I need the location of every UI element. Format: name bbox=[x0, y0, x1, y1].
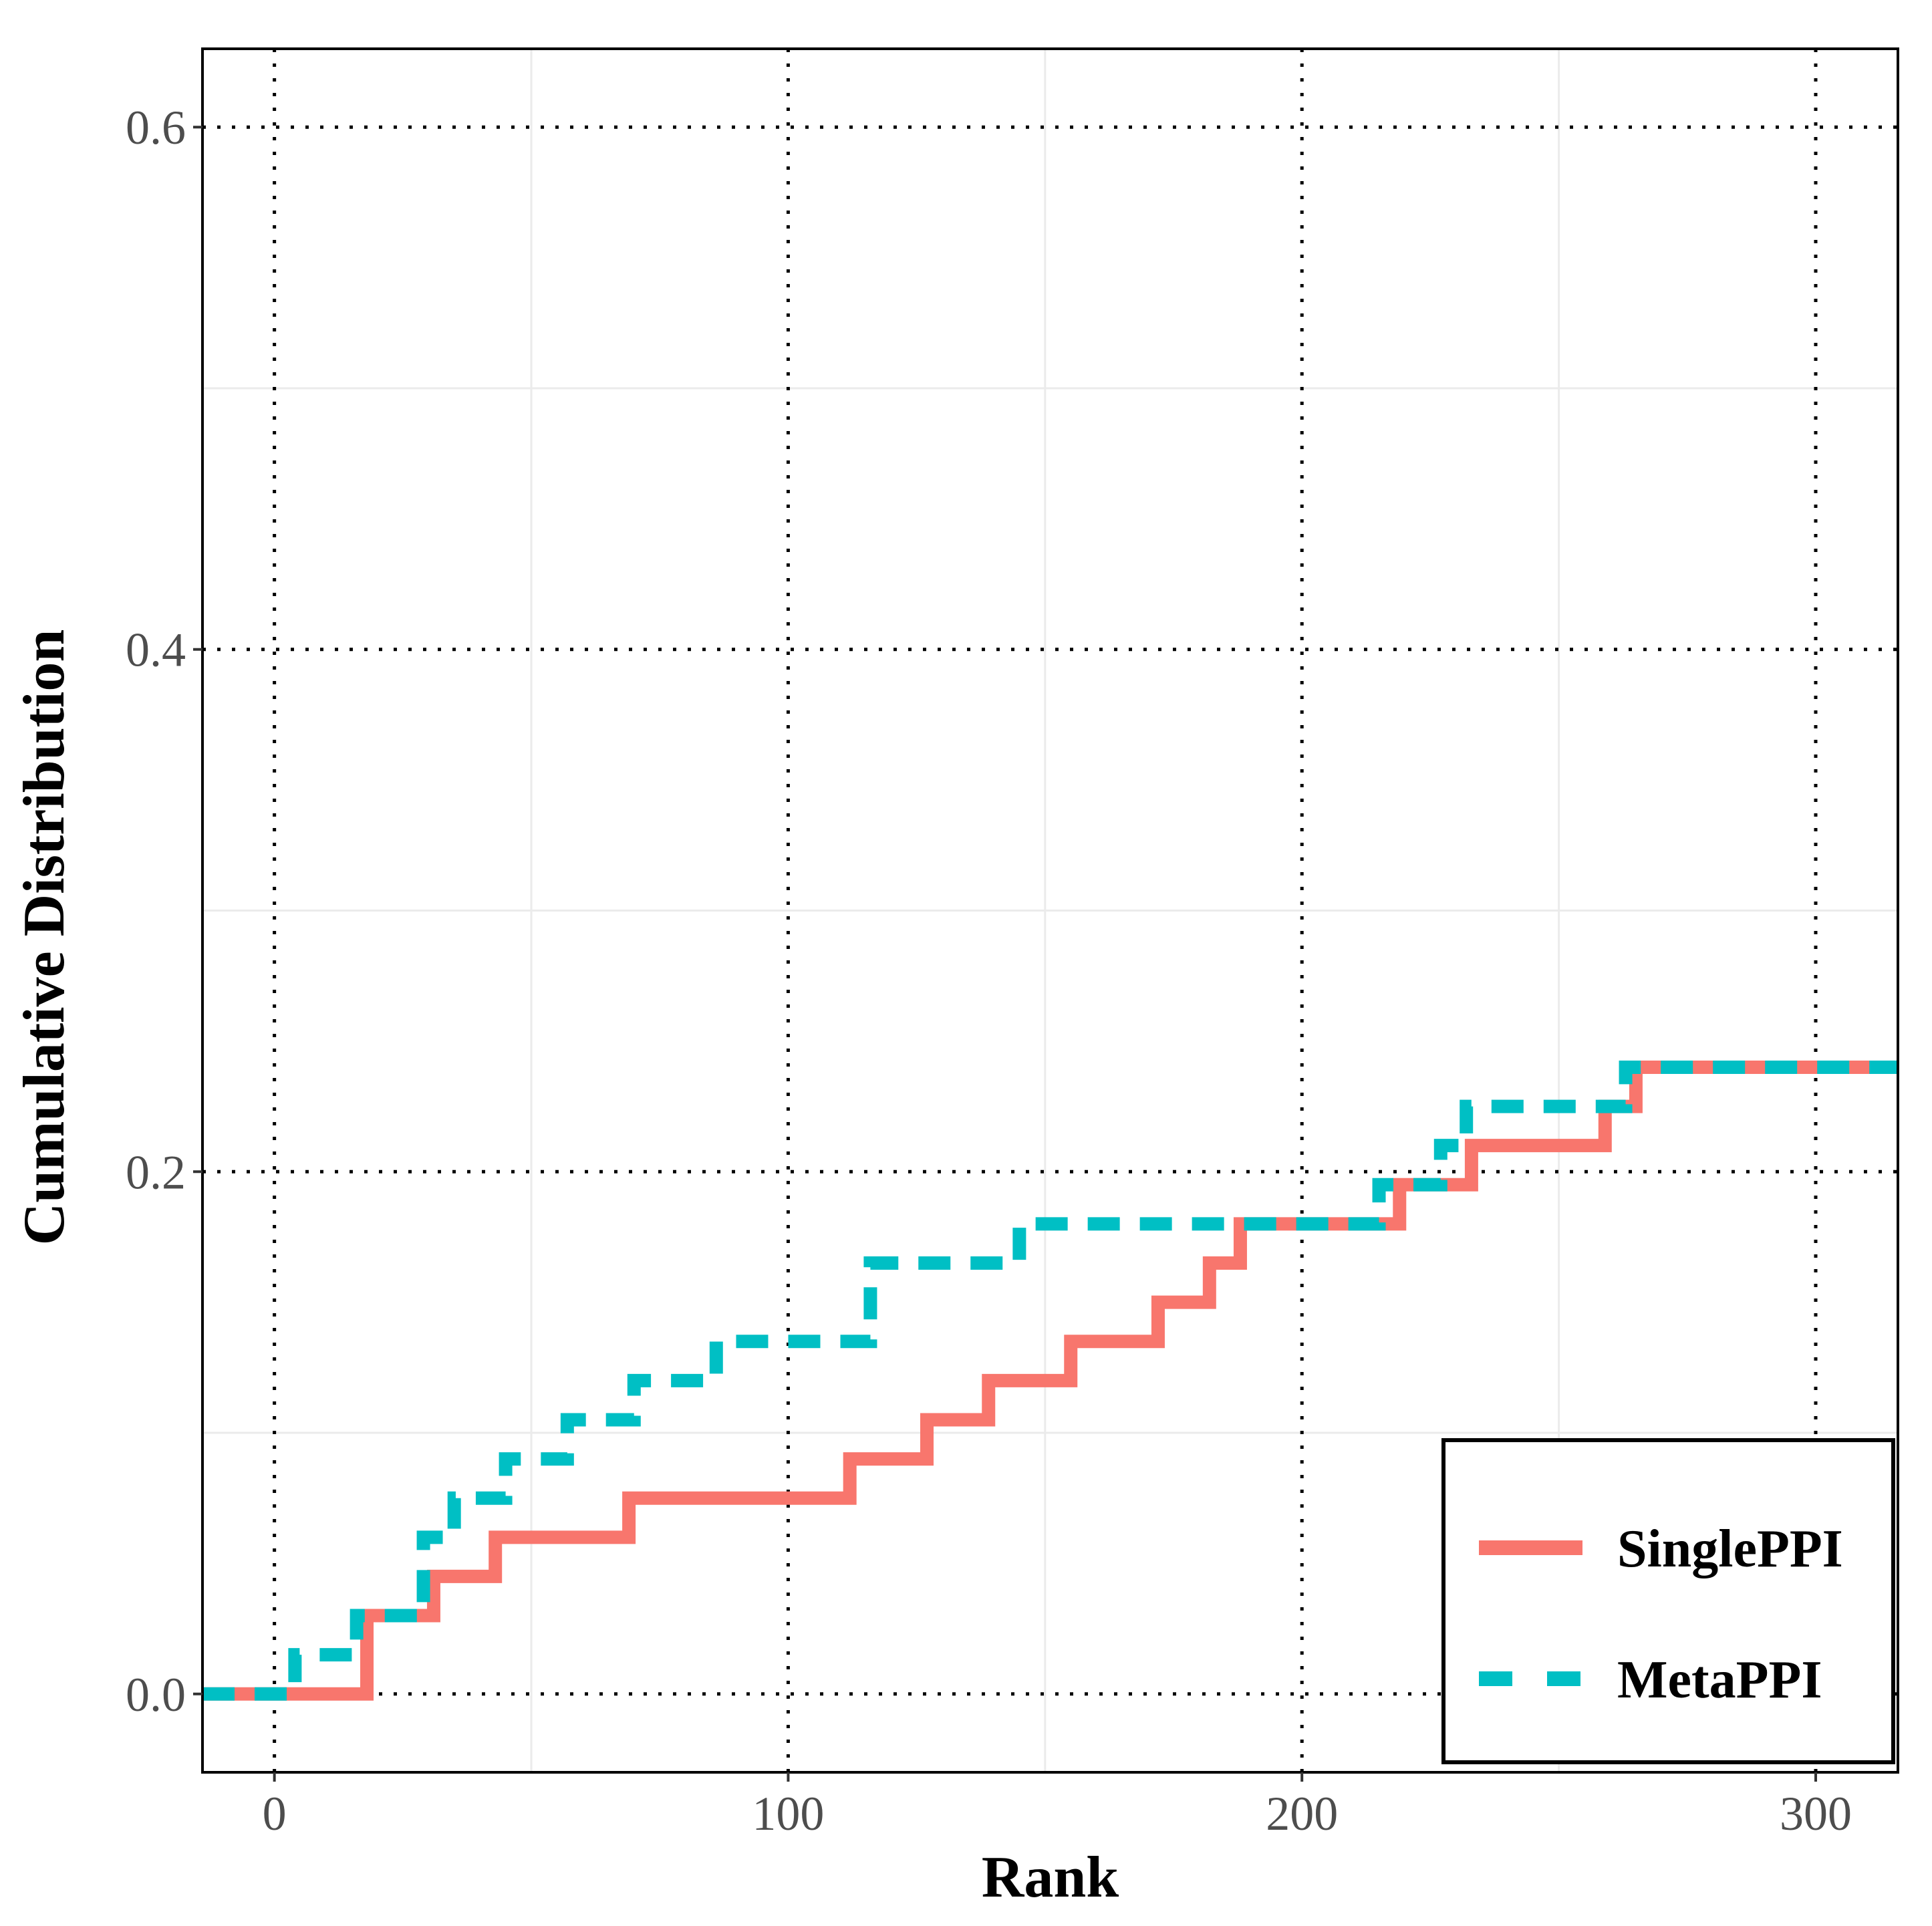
y-tick-label: 0.2 bbox=[126, 1145, 186, 1199]
x-tick-label: 200 bbox=[1266, 1787, 1338, 1840]
legend-label-metappi: MetaPPI bbox=[1617, 1651, 1822, 1709]
y-axis-title: Cumulative Distribution bbox=[12, 630, 77, 1246]
y-tick-label: 0.6 bbox=[126, 101, 186, 154]
x-tick-label: 100 bbox=[752, 1787, 824, 1840]
y-axis-ticks: 0.0 0.2 0.4 0.6 bbox=[126, 101, 202, 1722]
y-tick-label: 0.0 bbox=[126, 1668, 186, 1722]
series-line-metappi bbox=[202, 1060, 1898, 1701]
legend-label-singleppi: SinglePPI bbox=[1617, 1520, 1843, 1578]
x-axis-title: Rank bbox=[982, 1845, 1119, 1910]
x-tick-label: 300 bbox=[1780, 1787, 1852, 1840]
x-axis-ticks: 0 100 200 300 bbox=[263, 1772, 1852, 1840]
series-layer bbox=[202, 1060, 1898, 1701]
panel-border bbox=[201, 47, 1899, 1774]
minor-grid bbox=[202, 49, 1898, 1772]
x-tick-label: 0 bbox=[263, 1787, 287, 1840]
legend-box bbox=[1441, 1438, 1895, 1764]
y-tick-label: 0.4 bbox=[126, 624, 186, 677]
legend: SinglePPI MetaPPI bbox=[1441, 1438, 1895, 1764]
series-line-singleppi bbox=[202, 1060, 1898, 1701]
